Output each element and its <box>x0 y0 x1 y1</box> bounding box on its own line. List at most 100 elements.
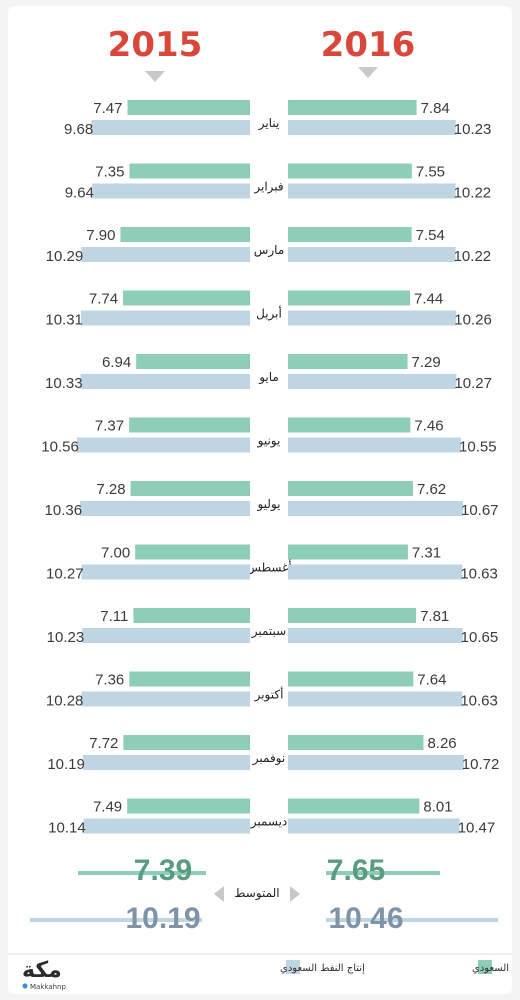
avg-line-2016-exports <box>326 871 440 875</box>
month-label: يونيو <box>257 434 281 449</box>
value-label-2015-production: 10.28 <box>46 693 84 710</box>
avg-line-2015-exports <box>78 871 206 875</box>
value-label-2015-production: 10.56 <box>41 439 79 456</box>
month-label: مارس <box>254 243 285 258</box>
value-label-2016-exports: 7.44 <box>414 291 443 308</box>
value-label-2016-exports: 7.31 <box>412 545 441 562</box>
bar-2015-production <box>91 120 250 135</box>
bar-2016-exports <box>288 290 411 306</box>
value-label-2015-production: 9.64 <box>65 185 94 202</box>
avg-value-2015-production: 10.19 <box>125 902 200 935</box>
value-label-2016-production: 10.63 <box>460 693 498 710</box>
bar-2016-exports <box>288 163 412 179</box>
arrow-left-icon <box>214 886 224 902</box>
average-label: المتوسط <box>234 886 279 901</box>
month-label: يوليو <box>256 497 280 512</box>
bar-2016-production <box>288 310 457 326</box>
value-label-2016-exports: 7.64 <box>417 672 446 689</box>
bar-2015-production <box>81 564 251 580</box>
value-label-2016-production: 10.22 <box>454 248 492 265</box>
value-label-2016-production: 10.67 <box>461 502 499 519</box>
value-label-2015-production: 10.23 <box>47 629 85 646</box>
bar-2016-exports <box>288 544 408 560</box>
bar-2016-production <box>288 628 463 643</box>
bar-2016-production <box>288 818 460 834</box>
value-label-2016-production: 10.26 <box>454 312 492 329</box>
bar-2015-production <box>80 501 250 516</box>
avg-value-2016-production: 10.46 <box>328 902 403 935</box>
bar-2016-production <box>288 247 456 262</box>
value-label-2015-exports: 7.49 <box>93 799 122 816</box>
infographic-frame: 2016 2015 يناير 7.84 10.23 7.47 9.68 فبراير 7.55… <box>8 6 512 994</box>
value-label-2016-exports: 7.29 <box>412 354 441 371</box>
value-label-2016-exports: 7.55 <box>416 164 445 181</box>
bar-2015-production <box>81 247 250 262</box>
legend-swatch-exports <box>478 960 492 974</box>
value-label-2015-production: 10.33 <box>45 375 83 392</box>
value-label-2015-exports: 7.37 <box>95 418 124 435</box>
bar-2016-exports <box>288 417 411 433</box>
month-label: نوفمبر <box>252 751 285 766</box>
month-label: أكتوبر <box>254 687 284 703</box>
bar-2016-exports <box>288 100 417 115</box>
avg-value-2015-exports: 7.39 <box>134 854 192 887</box>
bar-2016-production <box>288 120 456 135</box>
bar-2016-production <box>288 691 463 707</box>
bar-2015-production <box>91 183 251 199</box>
value-label-2016-production: 10.47 <box>458 820 496 837</box>
arrow-down-icon <box>145 71 165 82</box>
value-label-2015-exports: 6.94 <box>102 354 131 371</box>
bar-2015-production <box>80 310 250 326</box>
bar-2015-exports <box>130 481 250 496</box>
month-label: فبراير <box>253 180 283 195</box>
value-label-2015-exports: 7.90 <box>86 227 115 244</box>
value-label-2015-exports: 7.74 <box>89 291 118 308</box>
bar-2016-exports <box>288 671 414 687</box>
arrow-right-icon <box>290 886 300 902</box>
bar-2015-exports <box>120 227 250 242</box>
year-header-2016: 2016 <box>321 25 416 65</box>
arrow-down-icon <box>358 67 378 78</box>
twitter-icon <box>22 983 28 989</box>
bar-2016-production <box>288 374 457 389</box>
legend-label-exports: صادرات النفط السعودي <box>472 963 512 974</box>
bar-2015-exports <box>135 544 250 560</box>
legend-swatch-production <box>286 960 300 974</box>
month-label: مايو <box>258 370 279 385</box>
bar-2016-production <box>288 755 464 770</box>
month-label: يناير <box>258 116 280 131</box>
value-label-2016-production: 10.55 <box>459 439 497 456</box>
value-label-2015-production: 10.36 <box>45 502 83 519</box>
bar-2016-production <box>288 564 463 580</box>
bar-2016-exports <box>288 227 412 242</box>
twitter-handle: Makkahnp <box>30 983 66 991</box>
year-header-2015: 2015 <box>108 25 203 65</box>
bar-2016-exports <box>288 798 420 814</box>
value-label-2015-exports: 7.47 <box>93 100 122 117</box>
value-label-2016-production: 10.65 <box>461 629 499 646</box>
bar-2015-exports <box>129 671 250 687</box>
bar-2015-exports <box>129 163 250 179</box>
value-label-2015-exports: 7.36 <box>95 672 124 689</box>
month-label: سبتمبر <box>251 624 286 639</box>
value-label-2015-production: 10.31 <box>45 312 83 329</box>
bar-2016-exports <box>288 354 408 369</box>
bar-2015-exports <box>123 290 250 306</box>
bar-2015-production <box>83 818 250 834</box>
value-label-2015-production: 9.68 <box>64 121 93 138</box>
bar-2015-exports <box>127 798 250 814</box>
value-label-2016-production: 10.72 <box>462 756 500 773</box>
value-label-2016-exports: 8.26 <box>427 735 456 752</box>
value-label-2016-exports: 7.62 <box>417 481 446 498</box>
value-label-2016-exports: 7.84 <box>421 100 450 117</box>
bar-2015-exports <box>123 735 250 750</box>
oil-exports-production-chart: 2016 2015 يناير 7.84 10.23 7.479.68 فبراير 7.55… <box>8 25 512 991</box>
value-label-2015-exports: 7.28 <box>96 481 125 498</box>
bar-2015-production <box>76 437 250 453</box>
value-label-2015-production: 10.19 <box>47 756 85 773</box>
bar-2015-production <box>81 691 251 707</box>
bar-2016-production <box>288 437 462 453</box>
value-label-2016-exports: 8.01 <box>423 799 452 816</box>
bar-2015-exports <box>136 354 250 369</box>
bar-2015-production <box>80 374 250 389</box>
